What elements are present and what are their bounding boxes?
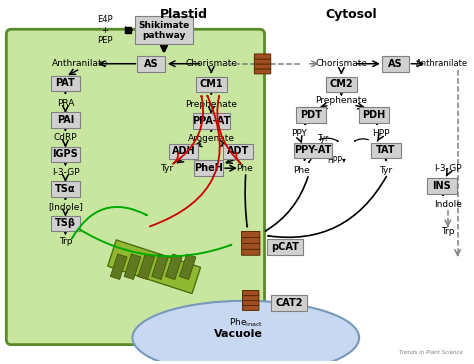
FancyBboxPatch shape (137, 56, 165, 72)
Text: HPP▾: HPP▾ (327, 156, 346, 165)
FancyBboxPatch shape (255, 69, 271, 74)
FancyBboxPatch shape (243, 305, 259, 310)
Text: Vacuole: Vacuole (213, 329, 262, 339)
FancyBboxPatch shape (255, 64, 271, 69)
FancyBboxPatch shape (243, 290, 259, 296)
Text: Chorismate: Chorismate (315, 59, 367, 68)
FancyBboxPatch shape (267, 239, 303, 255)
FancyArrowPatch shape (236, 153, 241, 163)
FancyBboxPatch shape (326, 76, 357, 92)
Text: Trends in Plant Science: Trends in Plant Science (399, 351, 463, 356)
FancyArrowPatch shape (309, 159, 311, 162)
Text: TAT: TAT (376, 146, 395, 155)
Text: Chorismate: Chorismate (185, 59, 237, 68)
Polygon shape (152, 254, 168, 280)
FancyBboxPatch shape (242, 249, 260, 255)
FancyArrowPatch shape (319, 138, 338, 141)
FancyArrowPatch shape (72, 207, 147, 239)
Text: PPY: PPY (291, 129, 307, 138)
FancyBboxPatch shape (169, 143, 199, 159)
FancyArrowPatch shape (385, 159, 386, 161)
FancyBboxPatch shape (242, 243, 260, 249)
Text: CM2: CM2 (329, 79, 353, 90)
Polygon shape (179, 254, 196, 280)
FancyBboxPatch shape (371, 143, 401, 158)
FancyArrowPatch shape (265, 177, 308, 231)
Text: PAI: PAI (57, 115, 74, 125)
FancyArrowPatch shape (245, 175, 247, 227)
Text: PDT: PDT (300, 110, 322, 120)
FancyBboxPatch shape (294, 143, 331, 158)
Text: PheH: PheH (194, 163, 223, 173)
FancyBboxPatch shape (296, 107, 326, 123)
FancyBboxPatch shape (193, 160, 223, 176)
FancyBboxPatch shape (51, 147, 80, 162)
Text: Cytosol: Cytosol (326, 8, 377, 21)
Polygon shape (124, 254, 141, 280)
Text: Prephenate: Prephenate (315, 96, 367, 105)
Text: AS: AS (388, 59, 403, 69)
Text: PPY-AT: PPY-AT (294, 146, 331, 155)
FancyArrowPatch shape (79, 229, 231, 256)
Text: pCAT: pCAT (271, 242, 299, 252)
FancyBboxPatch shape (243, 296, 259, 301)
FancyBboxPatch shape (272, 295, 307, 311)
FancyBboxPatch shape (243, 300, 259, 305)
Text: PPA-AT: PPA-AT (192, 116, 230, 126)
Polygon shape (165, 254, 182, 280)
Text: Tyr: Tyr (318, 134, 329, 143)
Text: CdRP: CdRP (54, 133, 77, 142)
Text: Tyr: Tyr (379, 166, 392, 175)
Polygon shape (110, 254, 127, 280)
Text: Arogenate: Arogenate (188, 134, 235, 143)
FancyBboxPatch shape (242, 237, 260, 244)
FancyArrowPatch shape (150, 96, 220, 226)
FancyArrowPatch shape (173, 96, 203, 164)
FancyBboxPatch shape (51, 181, 80, 197)
FancyBboxPatch shape (51, 76, 80, 91)
Text: Trp: Trp (59, 237, 72, 246)
Text: E4P
+
PEP: E4P + PEP (97, 15, 113, 45)
Text: CM1: CM1 (200, 79, 223, 90)
Text: [Indole]: [Indole] (48, 202, 83, 211)
Ellipse shape (132, 301, 359, 364)
Polygon shape (108, 240, 201, 294)
Text: Prephenate: Prephenate (185, 100, 237, 108)
FancyBboxPatch shape (359, 107, 389, 123)
FancyBboxPatch shape (6, 29, 264, 345)
FancyBboxPatch shape (242, 232, 260, 237)
FancyBboxPatch shape (223, 143, 253, 159)
Text: I-3-GP: I-3-GP (434, 164, 462, 173)
Text: Phe: Phe (293, 166, 310, 175)
Text: TSβ: TSβ (55, 218, 76, 228)
Text: CAT2: CAT2 (275, 298, 303, 308)
FancyBboxPatch shape (427, 178, 456, 194)
FancyBboxPatch shape (51, 215, 80, 231)
Text: ADH: ADH (172, 146, 195, 157)
Text: Tyr: Tyr (160, 164, 173, 173)
Text: PAT: PAT (55, 79, 75, 88)
FancyBboxPatch shape (255, 59, 271, 64)
Text: ADT: ADT (227, 146, 249, 157)
Text: Anthranilate: Anthranilate (52, 59, 109, 68)
FancyArrowPatch shape (173, 153, 178, 164)
Text: Plastid: Plastid (160, 8, 208, 21)
Text: PRA: PRA (57, 99, 74, 108)
Text: AS: AS (144, 59, 158, 69)
Text: I-3-GP: I-3-GP (52, 168, 79, 177)
Text: Phe: Phe (237, 164, 253, 173)
Text: Shikimate
pathway: Shikimate pathway (138, 20, 190, 40)
Text: Anthranilate: Anthranilate (416, 59, 468, 68)
Text: HPP: HPP (372, 129, 390, 138)
FancyBboxPatch shape (136, 16, 192, 44)
Text: PDH: PDH (362, 110, 385, 120)
Text: INS: INS (433, 181, 451, 191)
Text: Trp: Trp (441, 227, 455, 236)
FancyBboxPatch shape (382, 56, 410, 72)
FancyArrowPatch shape (268, 177, 386, 237)
FancyBboxPatch shape (255, 54, 271, 59)
FancyBboxPatch shape (192, 113, 230, 129)
Text: Phe$_{\rm inact}$: Phe$_{\rm inact}$ (228, 317, 263, 329)
Text: IGPS: IGPS (53, 149, 78, 159)
